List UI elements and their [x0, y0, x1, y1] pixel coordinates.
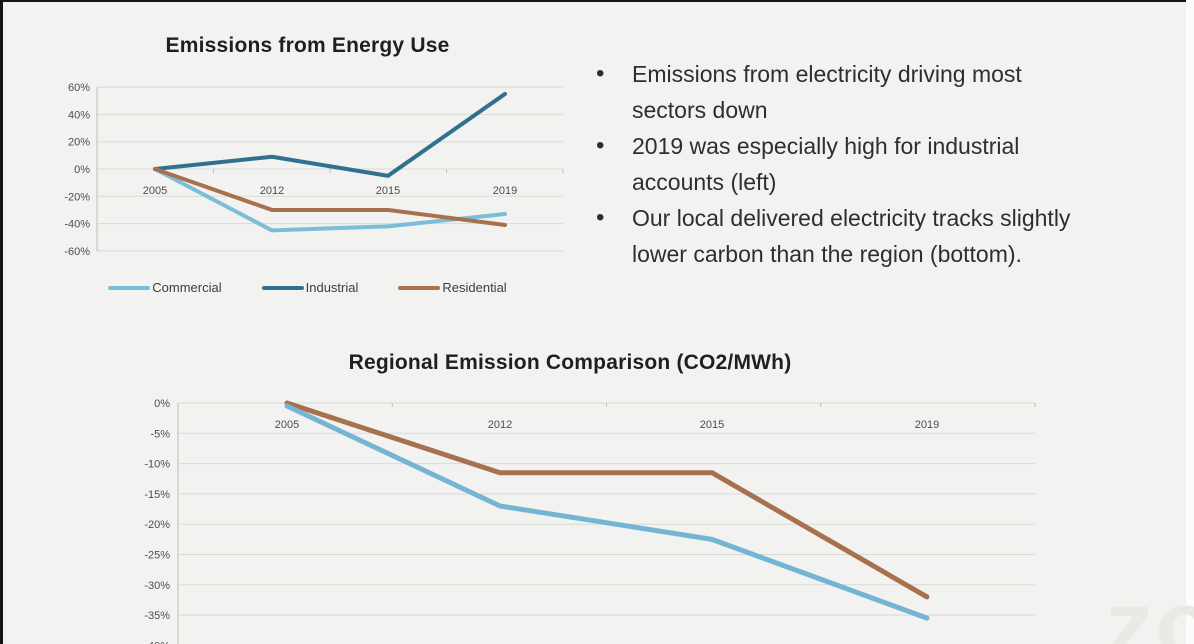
chart2-title: Regional Emission Comparison (CO2/MWh): [348, 351, 792, 374]
bullet-item: Emissions from electricity driving most …: [588, 56, 1093, 128]
svg-text:20%: 20%: [68, 137, 90, 149]
svg-text:2019: 2019: [915, 419, 939, 431]
bullet-item: Our local delivered electricity tracks s…: [588, 200, 1093, 272]
commercial-line-swatch-icon: [108, 285, 151, 290]
legend-item-residential: Residential: [398, 280, 507, 295]
top-border-bar: [0, 0, 1194, 2]
svg-text:60%: 60%: [68, 82, 90, 94]
svg-text:-30%: -30%: [144, 580, 170, 592]
svg-text:2015: 2015: [376, 185, 400, 197]
svg-text:2015: 2015: [700, 419, 724, 431]
legend-item-industrial: Industrial: [261, 280, 359, 295]
svg-text:0%: 0%: [154, 398, 170, 410]
svg-text:-25%: -25%: [144, 550, 170, 562]
chart1-legend: Commercial Industrial Residential: [35, 280, 580, 295]
bullet-list: Emissions from electricity driving most …: [588, 56, 1093, 272]
watermark-zoom-logo: zo: [1105, 571, 1194, 644]
svg-text:-10%: -10%: [144, 459, 170, 471]
left-border-bar: [0, 0, 3, 644]
industrial-line-swatch-icon: [261, 285, 304, 290]
chart2-canvas: 0% -5% -10% -15% -20% -25% -30% -35% -40% 2005 201…: [144, 398, 1036, 644]
legend-item-commercial: Commercial: [108, 280, 222, 295]
svg-text:-40%: -40%: [144, 640, 170, 644]
svg-text:2005: 2005: [275, 419, 299, 431]
svg-text:2012: 2012: [260, 185, 284, 197]
svg-text:-40%: -40%: [64, 219, 90, 231]
svg-text:2012: 2012: [488, 419, 512, 431]
svg-text:-20%: -20%: [144, 519, 170, 531]
chart1-canvas: 60% 40% 20% 0% -20% -40% -60% 2005 2012 2015 2019: [64, 82, 564, 258]
svg-text:-35%: -35%: [144, 610, 170, 622]
right-border-strip: [1186, 0, 1194, 644]
residential-line-swatch-icon: [398, 285, 441, 290]
notes-panel: Emissions from electricity driving most …: [588, 56, 1093, 272]
svg-text:-15%: -15%: [144, 489, 170, 501]
svg-text:-60%: -60%: [64, 246, 90, 258]
svg-text:-20%: -20%: [64, 191, 90, 203]
legend-label: Industrial: [305, 280, 359, 295]
svg-text:2019: 2019: [493, 185, 517, 197]
legend-label: Residential: [442, 280, 507, 295]
chart1-title: Emissions from Energy Use: [165, 34, 450, 57]
bullet-item: 2019 was especially high for industrial …: [588, 128, 1093, 200]
legend-label: Commercial: [152, 280, 222, 295]
svg-text:40%: 40%: [68, 109, 90, 121]
svg-text:2005: 2005: [143, 185, 167, 197]
svg-text:0%: 0%: [74, 164, 90, 176]
svg-text:-5%: -5%: [150, 428, 170, 440]
